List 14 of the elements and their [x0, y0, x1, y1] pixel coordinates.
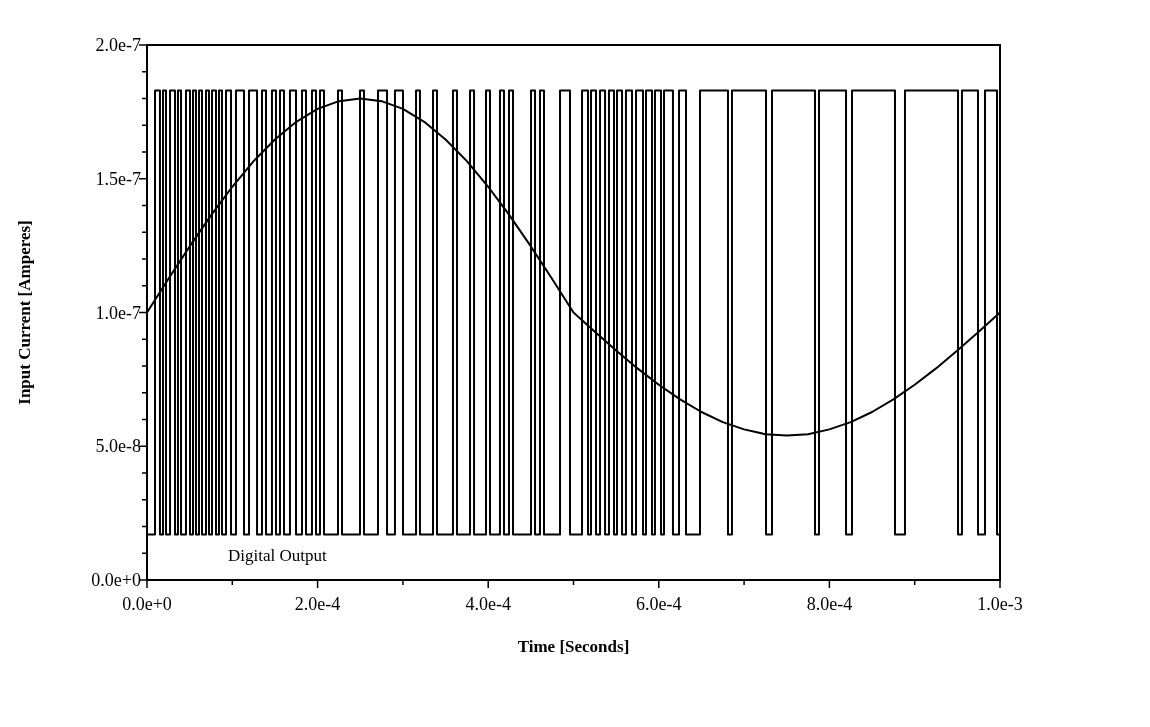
- x-tick-label: 8.0e-4: [806, 594, 853, 614]
- x-tick-label: 1.0e-3: [977, 594, 1023, 614]
- x-tick-label: 4.0e-4: [465, 594, 511, 614]
- y-tick-label: 0.0e+0: [91, 570, 141, 590]
- series-label: Digital Output: [228, 545, 327, 565]
- x-axis-title: Time [Seconds]: [517, 637, 630, 656]
- y-tick-label: 5.0e-8: [95, 436, 141, 457]
- y-tick-label: 1.0e-7: [95, 302, 141, 323]
- x-tick-label: 2.0e-4: [294, 594, 341, 614]
- y-tick-label: 1.5e-7: [95, 168, 141, 189]
- y-tick-label: 2.0e-7: [95, 35, 141, 55]
- x-tick-label: 0.0e+0: [122, 594, 172, 614]
- x-tick-label: 6.0e-4: [636, 594, 682, 614]
- y-axis-title: Input Current [Amperes]: [15, 220, 34, 405]
